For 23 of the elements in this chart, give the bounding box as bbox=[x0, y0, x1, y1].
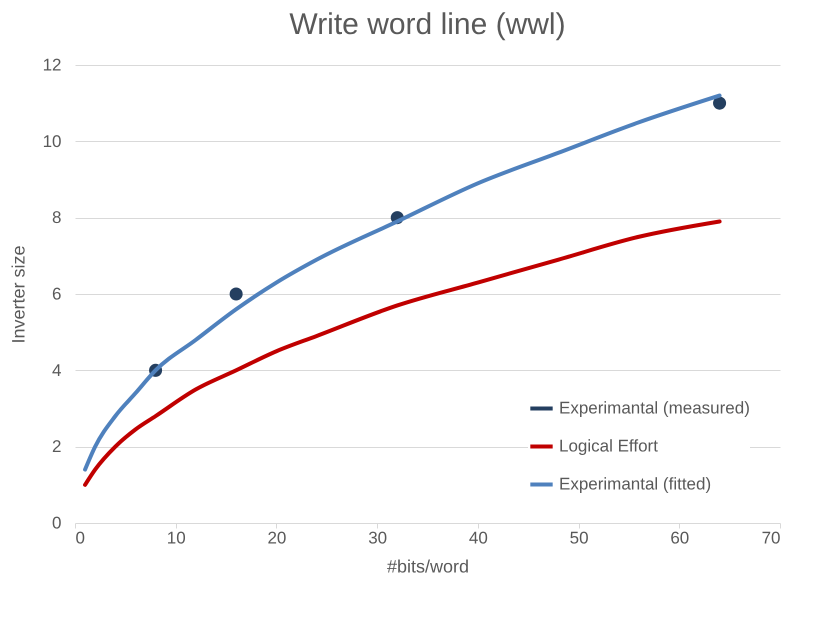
x-tick-label: 50 bbox=[570, 528, 589, 548]
y-axis-title: Inverter size bbox=[8, 245, 29, 344]
y-tick-label: 8 bbox=[52, 208, 62, 228]
legend-label: Experimantal (fitted) bbox=[559, 474, 712, 494]
point bbox=[713, 96, 726, 110]
y-tick-label: 4 bbox=[52, 360, 62, 380]
chart-title: Write word line (wwl) bbox=[289, 8, 566, 41]
x-tick-label: 30 bbox=[368, 528, 388, 548]
x-tick-label: 40 bbox=[468, 528, 488, 548]
y-tick-label: 6 bbox=[52, 284, 62, 304]
x-tick-label: 20 bbox=[267, 528, 286, 548]
y-tick-label: 0 bbox=[52, 514, 62, 532]
x-tick-label: 60 bbox=[670, 528, 690, 548]
x-tick-label: 10 bbox=[166, 528, 186, 548]
legend-label: Logical Effort bbox=[559, 436, 658, 456]
x-tick-label: 70 bbox=[762, 528, 780, 548]
x-tick-label: 0 bbox=[76, 528, 85, 548]
y-tick-label: 10 bbox=[42, 132, 62, 151]
y-tick-label: 12 bbox=[42, 56, 62, 74]
point bbox=[230, 287, 243, 301]
x-axis-title: #bits/word bbox=[386, 556, 470, 576]
legend-label: Experimantal (measured) bbox=[559, 398, 750, 418]
y-tick-label: 2 bbox=[52, 437, 62, 456]
